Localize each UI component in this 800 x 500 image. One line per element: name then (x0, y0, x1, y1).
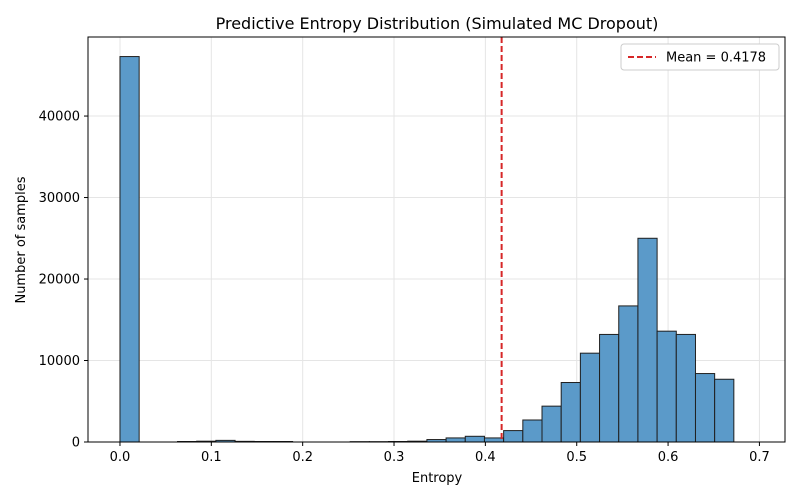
histogram-bar (579, 352, 601, 443)
x-tick-label: 0.4 (475, 450, 496, 465)
histogram-bar (637, 237, 658, 443)
x-axis-ticks: 0.0 0.1 0.2 0.3 0.4 0.5 0.6 0.7 (110, 442, 770, 465)
histogram-bar (503, 430, 524, 443)
histogram-bar (464, 435, 485, 443)
histogram-bar (522, 419, 543, 443)
histogram-bar (560, 382, 581, 443)
chart-title: Predictive Entropy Distribution (Simulat… (216, 14, 659, 33)
y-tick-label: 10000 (39, 354, 80, 369)
y-tick-label: 40000 (39, 110, 80, 125)
legend-box (620, 43, 780, 71)
x-axis-label: Entropy (412, 471, 463, 486)
x-tick-label: 0.1 (201, 450, 222, 465)
y-tick-label: 20000 (39, 273, 80, 288)
legend-mean-label: Mean = 0.4178 (666, 51, 766, 66)
x-tick-label: 0.0 (110, 450, 131, 465)
x-tick-label: 0.2 (292, 450, 313, 465)
x-tick-label: 0.6 (658, 450, 679, 465)
histogram-bar (694, 373, 716, 443)
histogram-bar (541, 405, 562, 443)
histogram-bar (599, 333, 620, 443)
bars-layer (119, 56, 735, 443)
y-tick-label: 30000 (39, 191, 80, 206)
x-tick-label: 0.5 (566, 450, 587, 465)
y-axis-ticks: 0 10000 20000 30000 40000 (39, 110, 88, 451)
legend: Mean = 0.4178 (620, 43, 780, 71)
histogram-bar (656, 330, 677, 443)
histogram-bar (119, 56, 140, 443)
plot-frame (87, 36, 786, 443)
histogram-bar (445, 437, 466, 443)
y-axis-label: Number of samples (14, 176, 29, 303)
histogram-bar (618, 305, 639, 443)
y-tick-label: 0 (72, 436, 80, 451)
histogram-bar (714, 378, 735, 443)
histogram-bar (675, 333, 696, 443)
x-tick-label: 0.7 (749, 450, 770, 465)
x-tick-label: 0.3 (384, 450, 405, 465)
